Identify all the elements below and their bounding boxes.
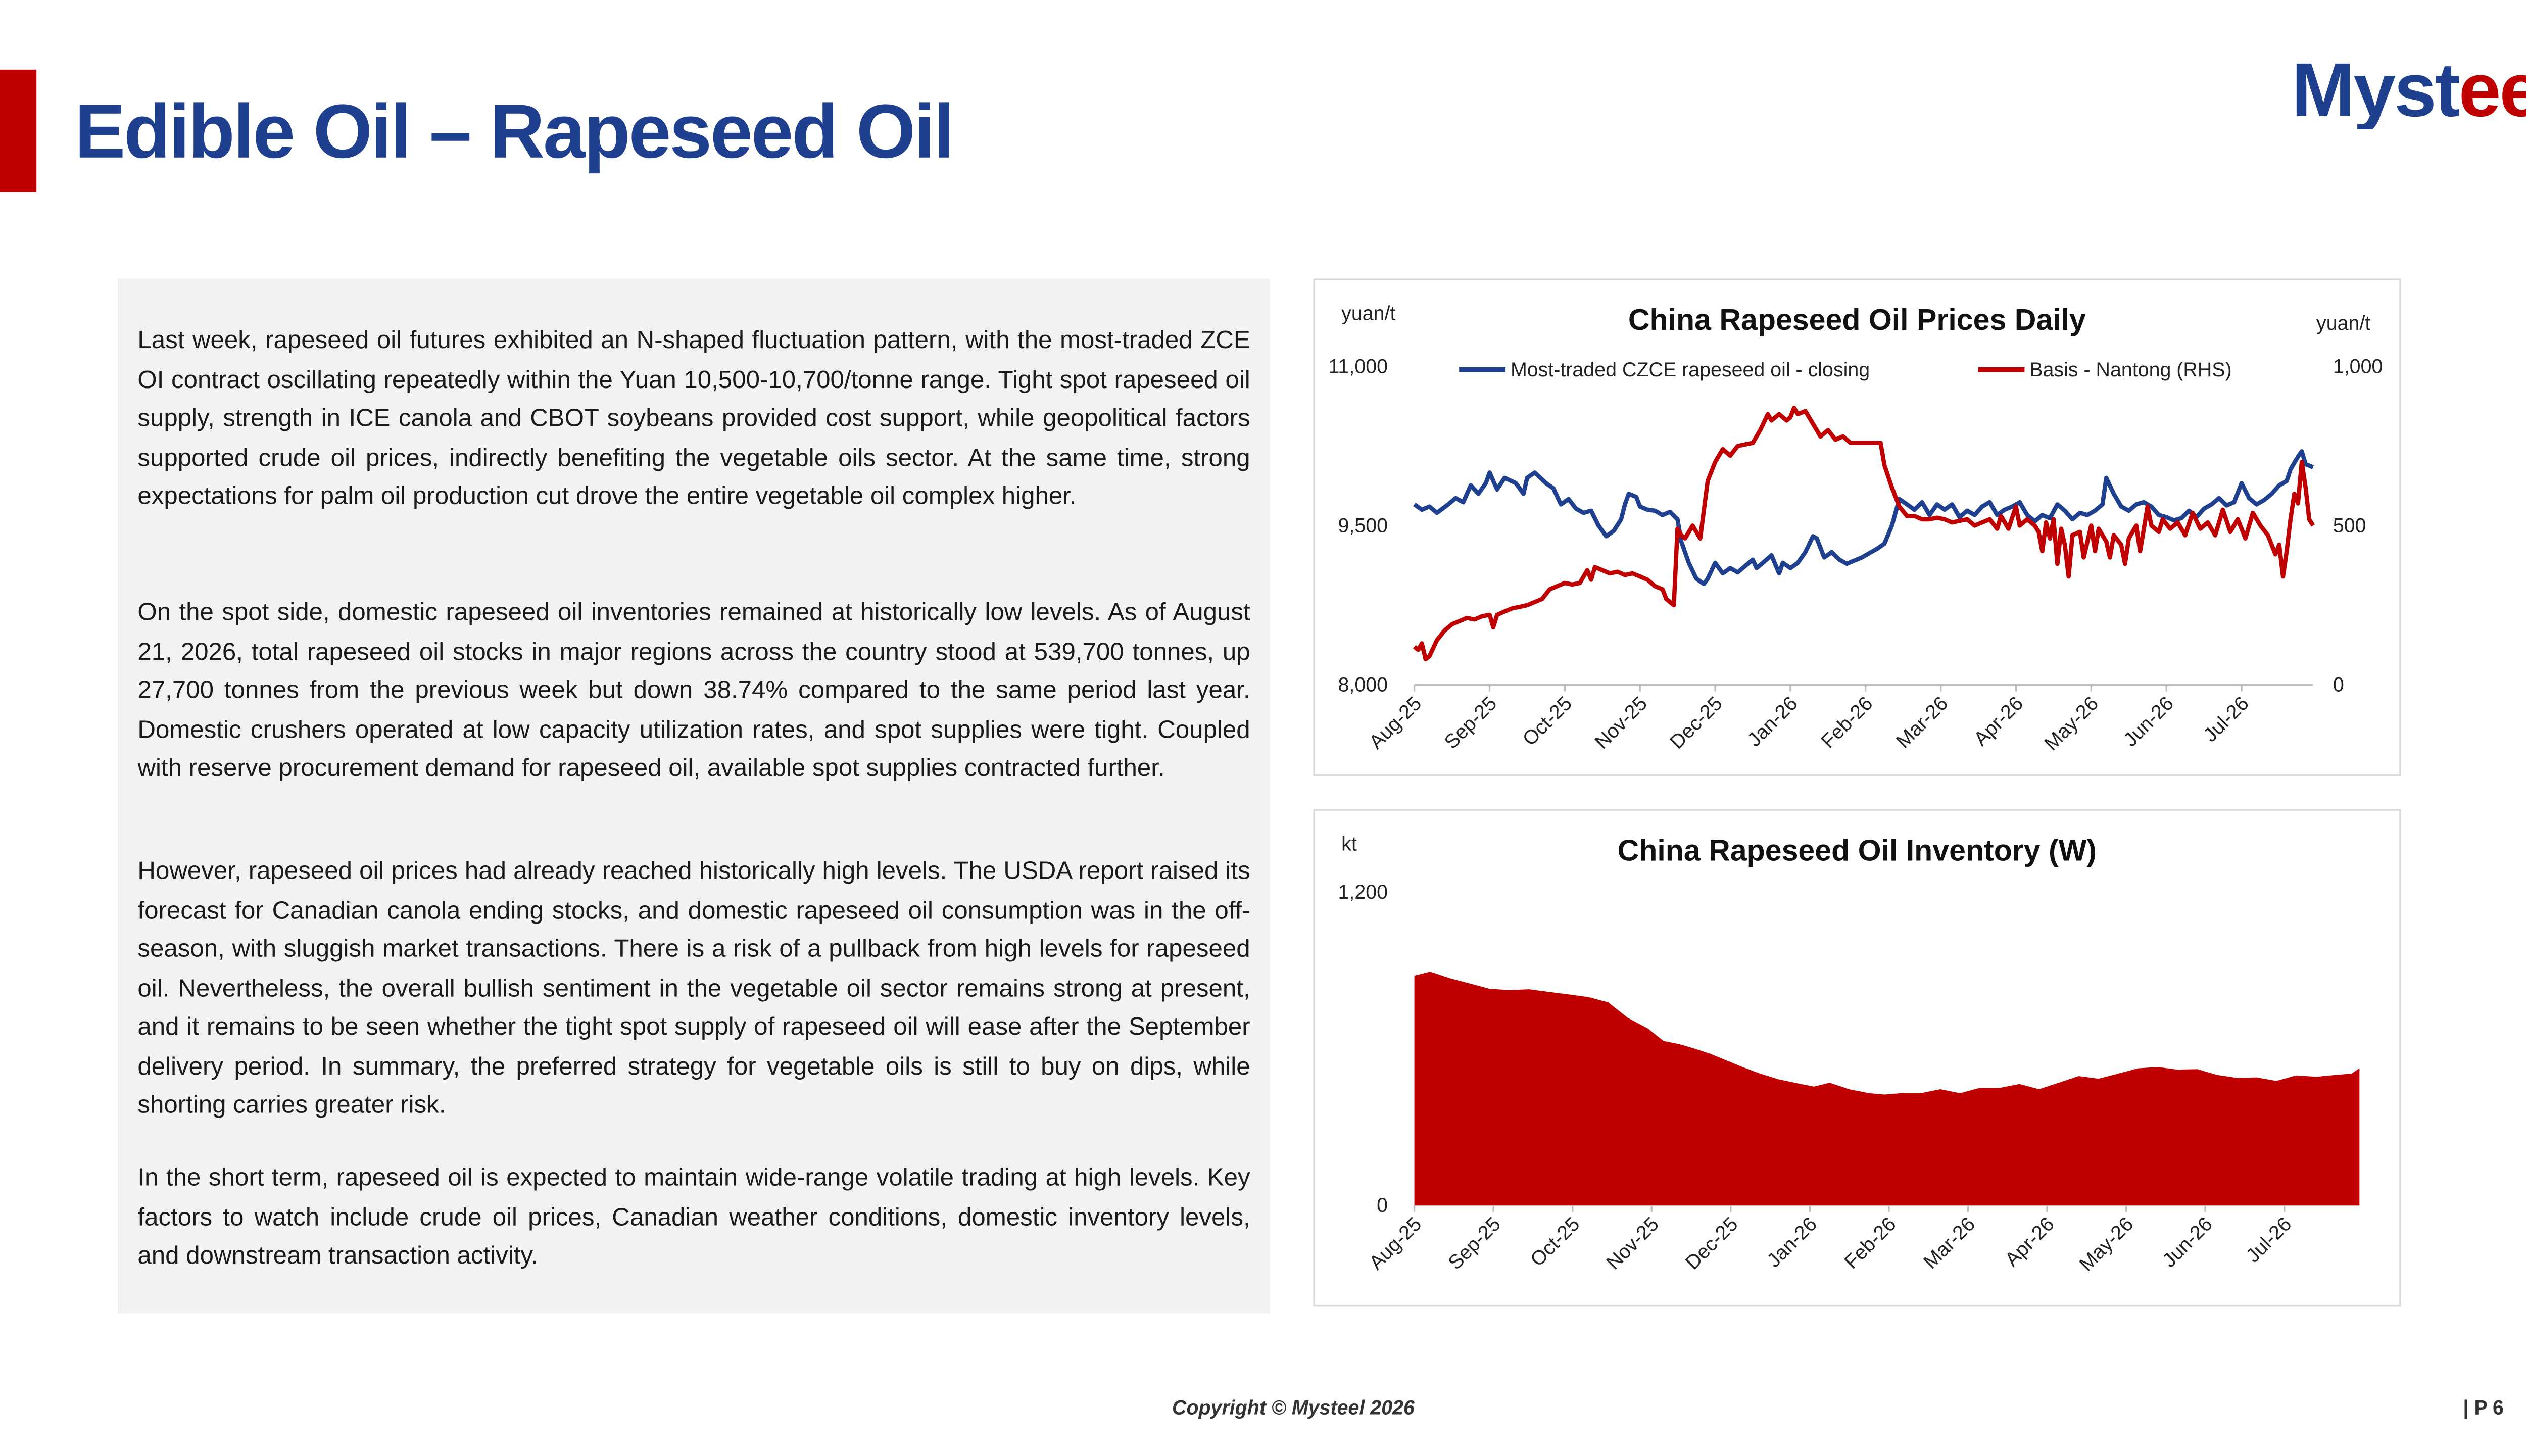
legend-label: Most-traded CZCE rapeseed oil - closing xyxy=(1511,359,1870,381)
footer-page-number: | P 6 xyxy=(2463,1396,2504,1420)
x-tick-label: Feb-26 xyxy=(1817,692,1877,752)
svg-text:Mysteel: Mysteel xyxy=(2292,47,2526,129)
x-tick-label: Sep-25 xyxy=(1444,1213,1505,1274)
inventory-chart-frame: China Rapeseed Oil Inventory (W) kt 0 1,200… xyxy=(1313,809,2401,1307)
y2-tick-label: 0 xyxy=(2333,674,2344,696)
x-tick-label: Oct-25 xyxy=(1518,692,1576,750)
x-tick-label: Nov-25 xyxy=(1590,692,1651,753)
x-tick-label: Feb-26 xyxy=(1840,1213,1900,1273)
inventory-area-series xyxy=(1414,972,2360,1206)
y-tick-label: 1,200 xyxy=(1338,881,1388,903)
commentary-paragraph-3: However, rapeseed oil prices had already… xyxy=(137,857,1250,1120)
y2-axis-unit-label: yuan/t xyxy=(2316,312,2370,334)
mysteel-logo-icon: Mysteel xyxy=(2292,47,2526,129)
commentary-paragraph-1: Last week, rapeseed oil futures exhibite… xyxy=(137,326,1250,511)
y-tick-label: 11,000 xyxy=(1329,355,1388,377)
commentary-paragraph-2: On the spot side, domestic rapeseed oil … xyxy=(137,598,1250,783)
x-tick-label: Oct-25 xyxy=(1526,1213,1584,1271)
y2-tick-label: 1,000 xyxy=(2333,355,2383,377)
y-tick-label: 8,000 xyxy=(1338,674,1388,696)
y-axis-unit-label: yuan/t xyxy=(1341,302,1395,324)
y-axis-unit-label: kt xyxy=(1341,833,1357,855)
x-tick-label: Sep-25 xyxy=(1440,692,1501,753)
x-tick-label: Dec-25 xyxy=(1681,1213,1742,1274)
basis-series-line xyxy=(1413,406,2315,662)
legend-label: Basis - Nantong (RHS) xyxy=(2029,359,2231,381)
x-tick-label: Jul-26 xyxy=(2242,1213,2296,1267)
x-tick-label: Apr-26 xyxy=(2001,1213,2059,1271)
x-tick-label: Jan-26 xyxy=(1763,1213,1821,1272)
x-tick-label: Nov-25 xyxy=(1602,1213,1663,1274)
x-tick-label: Jun-26 xyxy=(2158,1213,2217,1272)
footer-copyright: Copyright © Mysteel 2026 xyxy=(1172,1396,1415,1420)
page-title: Edible Oil – Rapeseed Oil xyxy=(74,87,955,174)
x-tick-label: Mar-26 xyxy=(1892,692,1952,752)
chart-title: China Rapeseed Oil Inventory (W) xyxy=(1618,834,2097,867)
x-tick-label: May-26 xyxy=(2075,1213,2138,1276)
x-tick-label: Jun-26 xyxy=(2119,692,2178,751)
y-tick-label: 0 xyxy=(1377,1194,1388,1217)
price-chart: China Rapeseed Oil Prices Daily yuan/t yua… xyxy=(1329,302,2383,755)
y-tick-label: 9,500 xyxy=(1338,515,1388,537)
x-tick-label: Apr-26 xyxy=(1970,692,2028,750)
commentary-paragraph-4: In the short term, rapeseed oil is expec… xyxy=(137,1163,1250,1271)
inventory-chart: China Rapeseed Oil Inventory (W) kt 0 1,200… xyxy=(1338,833,2360,1276)
x-tick-label: Jul-26 xyxy=(2199,692,2253,746)
x-tick-label: Dec-25 xyxy=(1666,692,1727,753)
y2-tick-label: 500 xyxy=(2333,515,2366,537)
x-tick-label: Mar-26 xyxy=(1919,1213,1979,1273)
x-tick-label: Jan-26 xyxy=(1743,692,1802,751)
closing-price-series-line xyxy=(1413,449,2314,587)
x-tick-label: May-26 xyxy=(2040,692,2103,755)
x-tick-label: Aug-25 xyxy=(1365,692,1426,753)
x-tick-label: Aug-25 xyxy=(1365,1213,1426,1274)
title-accent-bar xyxy=(0,69,37,192)
price-chart-frame: China Rapeseed Oil Prices Daily yuan/t yua… xyxy=(1313,278,2401,776)
commentary-panel: Last week, rapeseed oil futures exhibite… xyxy=(118,278,1271,1314)
chart-title: China Rapeseed Oil Prices Daily xyxy=(1628,303,2086,336)
